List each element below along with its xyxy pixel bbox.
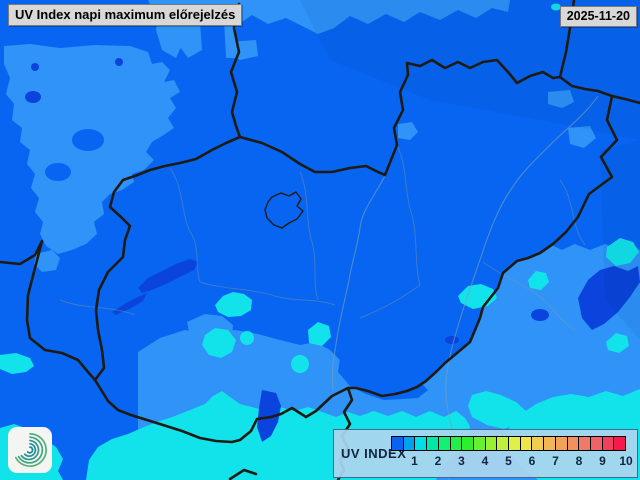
uv-scale-cell (614, 437, 626, 450)
spiral-meteorology-logo (8, 427, 52, 473)
uv-scale-tick: 8 (575, 454, 583, 468)
uv-scale-cell (485, 437, 498, 450)
uv-scale-tick: 6 (528, 454, 536, 468)
uv-scale-cell (579, 437, 591, 450)
uv-scale-tick: 2 (434, 454, 442, 468)
uv-scale-tick: 10 (619, 454, 633, 468)
uv-scale-tick: 7 (552, 454, 559, 468)
legend-title: UV INDEX (341, 446, 407, 461)
uv-scale-cell (427, 437, 439, 450)
county-borders (59, 144, 586, 331)
uv-scale-tick: 4 (481, 454, 489, 468)
uv-scale-tick: 5 (505, 454, 512, 468)
uv-scale-cell (520, 437, 533, 450)
uv-scale-cell (473, 437, 486, 450)
uv-color-scale (391, 436, 626, 451)
uv-scale-cell (567, 437, 580, 450)
uv-scale-cell (392, 437, 404, 450)
map-title-text: UV Index napi maximum előrejelzés (15, 7, 236, 22)
uv-scale-cell (602, 437, 615, 450)
budapest-boundary (264, 191, 304, 229)
uv-scale-cell (450, 437, 463, 450)
uv-scale-cell (415, 437, 428, 450)
terrain-hillshade (300, 0, 640, 340)
uv-scale-tick: 1 (411, 454, 418, 468)
uv-scale-cell (438, 437, 451, 450)
uv-scale-cell (532, 437, 545, 450)
uv-scale-tick: 3 (458, 454, 465, 468)
uv-index-legend: UV INDEX 1 2 3 4 5 6 7 8 9 10 (333, 429, 638, 478)
uv-scale-cell (590, 437, 603, 450)
rivers (331, 95, 599, 480)
uv-scale-cell (403, 437, 416, 450)
map-title: UV Index napi maximum előrejelzés (8, 4, 243, 26)
uv-scale-cell (555, 437, 568, 450)
uv-scale-tick: 9 (599, 454, 606, 468)
uv-scale-cell (462, 437, 474, 450)
spiral-logo-icon (14, 432, 47, 467)
uv-scale-cell (509, 437, 521, 450)
uv-scale-cell (544, 437, 556, 450)
uv-scale-cell (497, 437, 510, 450)
forecast-date-badge: 2025-11-20 (559, 6, 637, 27)
forecast-date-text: 2025-11-20 (566, 9, 630, 23)
